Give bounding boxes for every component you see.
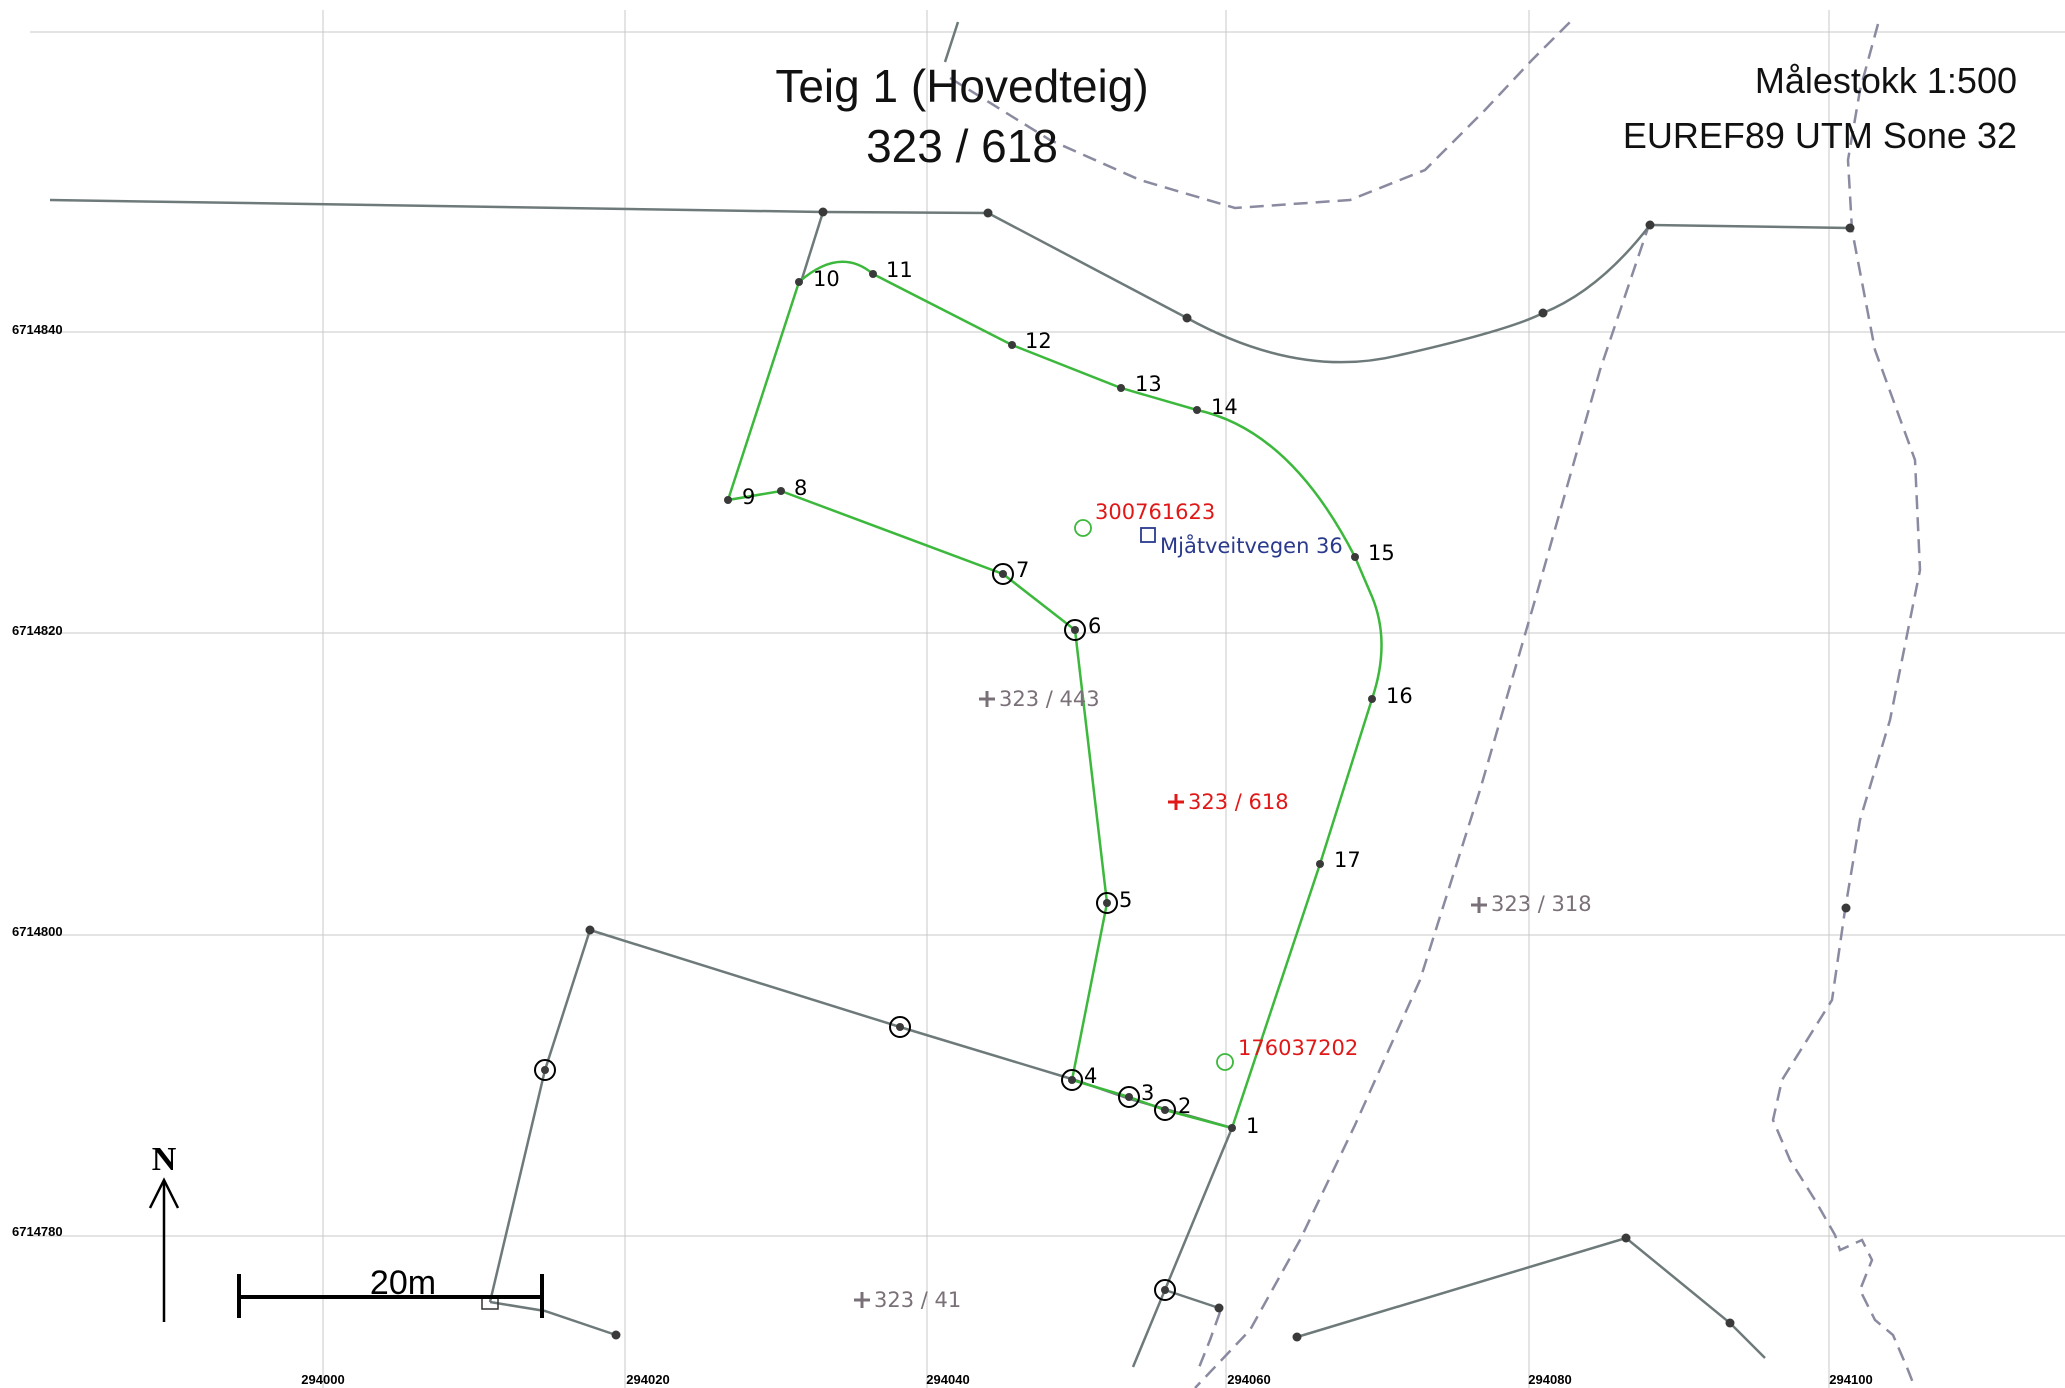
svg-text:323 / 618: 323 / 618: [1188, 790, 1289, 814]
point-number-label: 5: [1119, 888, 1132, 912]
address-label: Mjåtveitvegen 36: [1160, 533, 1343, 558]
building-marker-icon: [1216, 1053, 1234, 1071]
point-number-label: 8: [794, 476, 807, 500]
building-id-label: 176037202: [1238, 1036, 1358, 1060]
x-tick-label: 294080: [1528, 1372, 1571, 1387]
svg-text:323 / 443: 323 / 443: [999, 687, 1100, 711]
neighbor-boundaries: [49, 21, 1851, 1368]
dashed-lines: [949, 21, 1922, 1388]
point-number-label: 13: [1135, 372, 1162, 396]
scale-bar-label: 20m: [370, 1264, 436, 1302]
point-number-label: 7: [1016, 558, 1029, 582]
point-number-label: 15: [1368, 541, 1395, 565]
plus-icon: [1471, 897, 1487, 913]
point-number-label: 11: [886, 258, 913, 282]
crs-text: EUREF89 UTM Sone 32: [1623, 115, 2017, 156]
scale-bar: [237, 1274, 544, 1318]
x-tick-label: 294000: [301, 1372, 344, 1387]
point-number-label: 9: [742, 485, 755, 509]
plus-icon: [979, 691, 995, 707]
point-number-label: 14: [1211, 395, 1238, 419]
point-number-label: 4: [1084, 1064, 1097, 1088]
north-label: N: [152, 1141, 177, 1178]
building-marker-icon: [1074, 519, 1092, 537]
y-tick-label: 6714820: [12, 623, 63, 638]
point-number-label: 17: [1334, 848, 1361, 872]
point-number-label: 16: [1386, 684, 1413, 708]
building-id-label: 300761623: [1095, 500, 1215, 524]
parcel-label-main: 323 / 618: [1168, 790, 1289, 814]
x-tick-label: 294100: [1829, 1372, 1872, 1387]
y-tick-label: 6714780: [12, 1224, 63, 1239]
x-tick-label: 294020: [626, 1372, 669, 1387]
grid-lines: [30, 10, 2065, 1388]
y-tick-label: 6714800: [12, 924, 63, 939]
scale-text: Målestokk 1:500: [1755, 60, 2017, 101]
parcel-label-neighbor: 323 / 443: [979, 687, 1100, 711]
plus-icon: [1168, 794, 1184, 810]
svg-text:323 / 41: 323 / 41: [874, 1288, 961, 1312]
point-number-label: 10: [813, 267, 840, 291]
parcel-label-neighbor: 323 / 41: [854, 1288, 961, 1312]
point-number-label: 1: [1246, 1114, 1259, 1138]
map-title: Teig 1 (Hovedteig): [775, 60, 1148, 112]
point-number-label: 6: [1088, 614, 1101, 638]
x-tick-label: 294060: [1227, 1372, 1270, 1387]
map-subtitle: 323 / 618: [866, 120, 1058, 172]
x-tick-label: 294040: [926, 1372, 969, 1387]
north-arrow-icon: [148, 1177, 180, 1322]
point-number-label: 2: [1178, 1094, 1191, 1118]
svg-text:323 / 318: 323 / 318: [1491, 892, 1592, 916]
y-tick-label: 6714840: [12, 322, 63, 337]
plus-icon: [854, 1292, 870, 1308]
parcel-label-neighbor: 323 / 318: [1471, 892, 1592, 916]
point-markers: [481, 207, 1855, 1342]
address-marker-icon: [1140, 527, 1156, 543]
point-number-label: 3: [1141, 1081, 1154, 1105]
point-number-label: 12: [1025, 329, 1052, 353]
